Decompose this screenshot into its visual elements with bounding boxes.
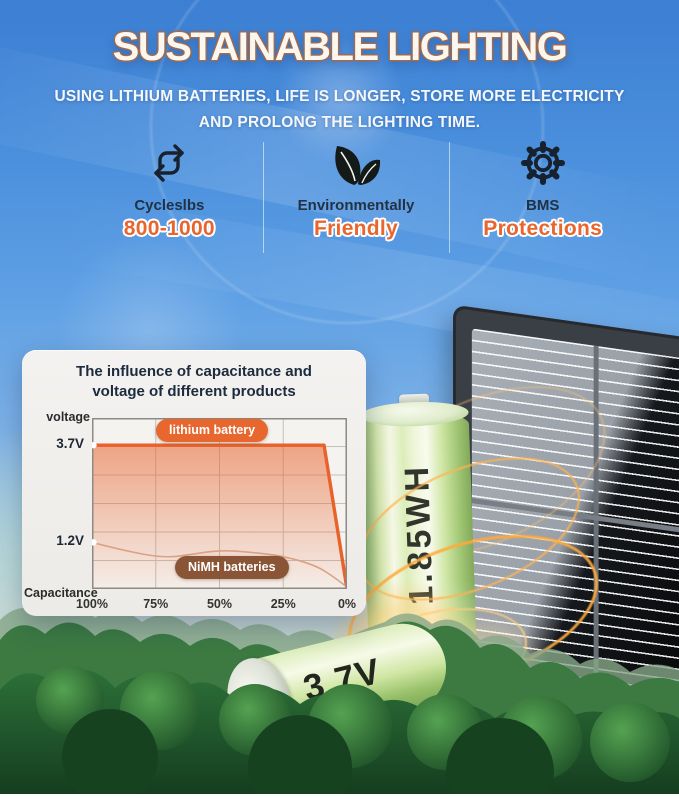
x-tick-label: 100% [76, 597, 108, 611]
page-title: SUSTAINABLE LIGHTING [112, 25, 568, 69]
tree-clump [446, 718, 554, 799]
chart-title: The influence of capacitance and voltage… [22, 362, 366, 402]
feature-value: 800-1000 [123, 217, 215, 240]
chart-title-line-1: The influence of capacitance and [76, 363, 312, 380]
subtitle-line-1: USING LITHIUM BATTERIES, LIFE IS LONGER,… [54, 88, 625, 105]
voltage-axis-label: voltage [46, 410, 90, 424]
chart-plot: 3.7V 1.2V lithium battery NiMH batteries [56, 418, 347, 589]
chart-title-line-2: voltage of different products [92, 383, 296, 400]
feature-cycles: Cycleslbs 800-1000 [76, 134, 263, 255]
x-tick-label: 50% [206, 597, 233, 611]
feature-bms: BMS Protections [449, 134, 636, 255]
feature-label: BMS [526, 197, 560, 214]
forest-front [0, 666, 679, 799]
x-tick-label: 0% [337, 597, 357, 611]
tree-clump [590, 702, 670, 782]
lens-flare-blob [275, 35, 405, 165]
y-tick-label: 1.2V [56, 533, 84, 549]
y-tick-label: 3.7V [56, 436, 84, 452]
cycle-arrows-icon [76, 136, 263, 190]
tree-clump [62, 709, 158, 799]
x-tick-label: 75% [143, 597, 169, 611]
series-label-pill: NiMH batteries [175, 556, 289, 579]
features-row: Cycleslbs 800-1000 Environmentally Frien… [76, 134, 636, 255]
feature-label: Cycleslbs [134, 197, 205, 214]
leaves-icon [263, 136, 450, 190]
subtitle-line-2: AND PROLONG THE LIGHTING TIME. [198, 114, 481, 131]
feature-label: Environmentally [297, 197, 415, 214]
page-subtitle: USING LITHIUM BATTERIES, LIFE IS LONGER,… [0, 84, 679, 136]
chart-svg [92, 418, 347, 589]
x-axis-ticks: 100% 75% 50% 25% 0% [76, 597, 356, 613]
chart-card: The influence of capacitance and voltage… [22, 350, 366, 616]
bottom-border [0, 794, 679, 799]
feature-value: Friendly [313, 217, 399, 240]
capacitance-axis-label: Capacitance [24, 586, 98, 600]
tree-clump [248, 715, 352, 799]
series-label-pill: lithium battery [156, 419, 269, 442]
feature-value: Protections [483, 217, 603, 240]
x-tick-label: 25% [270, 597, 296, 611]
gear-icon [449, 136, 636, 190]
feature-eco: Environmentally Friendly [262, 134, 450, 255]
